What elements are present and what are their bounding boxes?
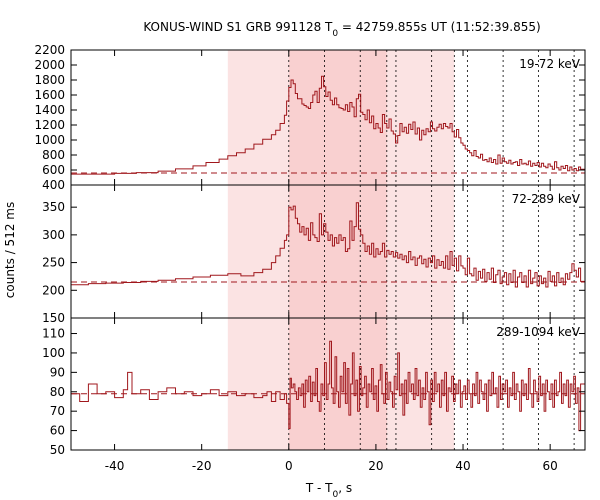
y-tick-label: 800: [42, 148, 65, 162]
y-tick-label: 70: [50, 404, 65, 418]
y-tick-label: 150: [42, 311, 65, 325]
chart-panels: 400600800100012001400160018002000220019-…: [34, 43, 586, 473]
y-tick-label: 1400: [34, 103, 65, 117]
y-tick-label: 100: [42, 346, 65, 360]
shaded-interval-2: [288, 185, 387, 318]
y-tick-label: 200: [42, 283, 65, 297]
energy-band-label: 72-289 keV: [512, 192, 581, 206]
energy-band-label: 19-72 keV: [519, 57, 581, 71]
y-tick-label: 2200: [34, 43, 65, 57]
light-curve-1: [71, 75, 585, 175]
panel-frame: [70, 317, 586, 451]
y-tick-label: 60: [50, 424, 65, 438]
y-tick-label: 110: [42, 327, 65, 341]
y-tick-label: 350: [42, 200, 65, 214]
y-tick-label: 400: [42, 178, 65, 192]
x-tick-label: -40: [105, 459, 125, 473]
chart-title: KONUS-WIND S1 GRB 991128 T0 = 42759.855s…: [143, 20, 540, 39]
x-tick-label: -20: [192, 459, 212, 473]
y-tick-label: 300: [42, 228, 65, 242]
y-tick-label: 1800: [34, 73, 65, 87]
x-axis-label: T - T0, s: [305, 481, 352, 500]
y-tick-label: 250: [42, 256, 65, 270]
y-tick-label: 80: [50, 385, 65, 399]
panel-2: 150 200 250 300 350 72-289 keV: [42, 184, 586, 325]
x-tick-label: 40: [455, 459, 470, 473]
y-tick-label: 600: [42, 163, 65, 177]
y-axis-label: counts / 512 ms: [3, 202, 17, 298]
light-curve-2: [71, 202, 585, 288]
x-tick-label: 0: [285, 459, 293, 473]
y-tick-label: 50: [50, 443, 65, 457]
panel-3: 50 60 70 80 90 100 110 289-1094 keV: [42, 317, 586, 457]
x-tick-label: 20: [368, 459, 383, 473]
y-tick-label: 1000: [34, 133, 65, 147]
y-tick-label: 1600: [34, 88, 65, 102]
y-tick-label: 90: [50, 365, 65, 379]
x-tick-label: 60: [543, 459, 558, 473]
light-curve-3: [71, 340, 585, 432]
y-tick-label: 1200: [34, 118, 65, 132]
shaded-interval-2: [288, 50, 387, 185]
y-tick-label: 2000: [34, 58, 65, 72]
energy-band-label: 289-1094 keV: [496, 325, 580, 339]
